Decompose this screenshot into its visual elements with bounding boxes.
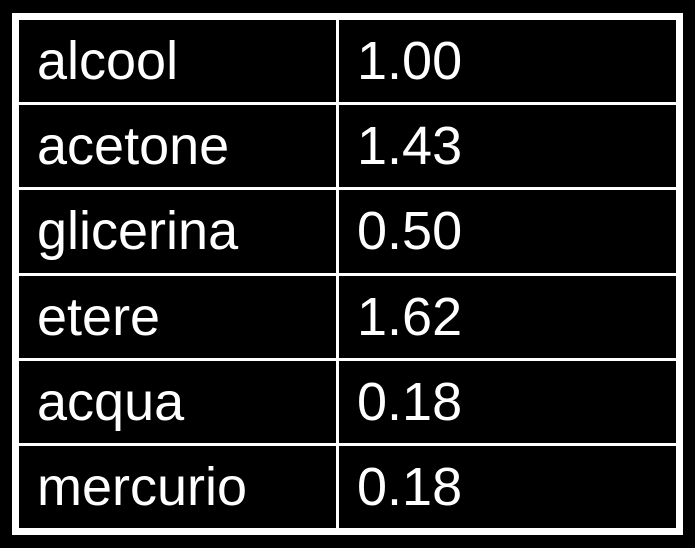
substance-value: 0.18 <box>338 359 678 444</box>
substance-value: 1.00 <box>338 18 678 103</box>
substance-label: alcool <box>18 18 338 103</box>
table-row: acetone 1.43 <box>18 104 678 189</box>
substance-value: 1.43 <box>338 104 678 189</box>
substance-label: mercurio <box>18 444 338 529</box>
substance-label: glicerina <box>18 189 338 274</box>
substance-label: etere <box>18 274 338 359</box>
table-body: alcool 1.00 acetone 1.43 glicerina 0.50 … <box>18 18 678 529</box>
data-table: alcool 1.00 acetone 1.43 glicerina 0.50 … <box>16 17 679 531</box>
data-table-container: alcool 1.00 acetone 1.43 glicerina 0.50 … <box>12 13 683 535</box>
substance-value: 1.62 <box>338 274 678 359</box>
table-row: acqua 0.18 <box>18 359 678 444</box>
table-row: etere 1.62 <box>18 274 678 359</box>
substance-value: 0.50 <box>338 189 678 274</box>
substance-label: acetone <box>18 104 338 189</box>
table-row: mercurio 0.18 <box>18 444 678 529</box>
substance-value: 0.18 <box>338 444 678 529</box>
substance-label: acqua <box>18 359 338 444</box>
table-row: glicerina 0.50 <box>18 189 678 274</box>
table-row: alcool 1.00 <box>18 18 678 103</box>
